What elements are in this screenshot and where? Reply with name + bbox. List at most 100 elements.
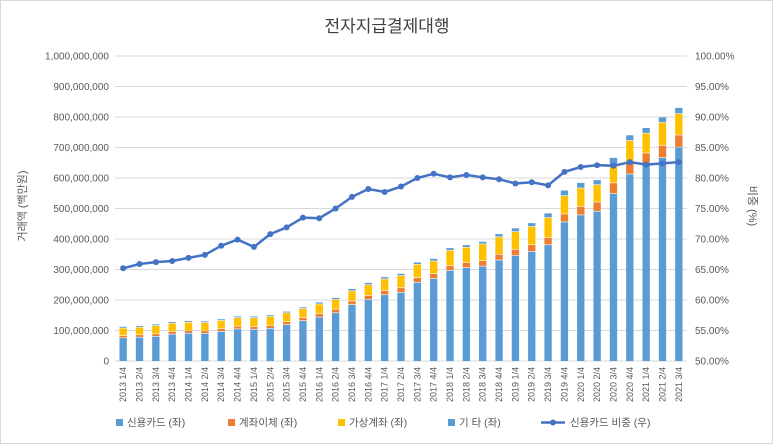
bar-4	[609, 157, 618, 166]
right-axis-tick-label: 80.00%	[695, 174, 729, 185]
bar-1	[560, 222, 569, 361]
bar-3	[544, 217, 552, 238]
bar-2	[675, 135, 683, 147]
line-marker	[626, 159, 633, 166]
line-marker	[643, 161, 650, 168]
bar-2	[184, 330, 193, 333]
bar-1	[135, 337, 144, 361]
bar-1	[626, 174, 634, 361]
bar-3	[528, 226, 536, 245]
x-axis-tick-label: 2021 1/4	[641, 367, 651, 402]
x-axis-tick-label: 2020 3/4	[608, 367, 618, 402]
bar-3	[397, 275, 405, 288]
x-axis-tick-label: 2016 4/4	[363, 367, 373, 402]
bar-2	[609, 183, 618, 194]
bar-1	[528, 251, 536, 361]
bar-1	[430, 278, 438, 361]
left-axis-tick-label: 100,000,000	[53, 326, 109, 337]
bar-3	[430, 261, 438, 274]
bar-2	[593, 202, 601, 211]
bar-1	[495, 260, 503, 361]
bar-3	[282, 313, 291, 322]
line-marker	[398, 183, 404, 190]
bar-1	[544, 245, 552, 361]
left-axis-tick-label: 300,000,000	[53, 265, 109, 276]
bar-4	[544, 213, 552, 218]
bar-4	[217, 319, 225, 321]
bar-4	[397, 273, 405, 276]
line-marker	[234, 236, 241, 243]
line-marker	[381, 189, 388, 196]
bar-4	[511, 228, 520, 232]
legend-label: 신용카드 비중 (우)	[570, 417, 650, 429]
right-axis-tick-label: 95.00%	[695, 82, 729, 93]
bar-4	[626, 135, 634, 141]
bar-2	[299, 317, 307, 321]
bar-1	[119, 338, 127, 361]
bar-2	[577, 206, 585, 215]
bar-2	[446, 265, 454, 271]
bar-4	[462, 245, 471, 247]
right-axis-tick-label: 100.00%	[695, 52, 735, 63]
bar-2	[626, 163, 634, 174]
right-axis-tick-label: 60.00%	[695, 296, 729, 307]
bar-1	[282, 325, 291, 361]
bar-4	[528, 223, 536, 227]
bar-4	[201, 321, 209, 323]
bar-3	[413, 264, 422, 278]
left-axis-tick-label: 400,000,000	[53, 235, 109, 246]
x-axis-tick-label: 2018 3/4	[478, 367, 488, 402]
legend-swatch	[448, 419, 455, 426]
line-marker	[365, 185, 372, 192]
bar-1	[184, 333, 193, 361]
line-marker	[414, 175, 421, 181]
line-marker	[152, 259, 159, 266]
x-axis-tick-label: 2016 3/4	[347, 367, 357, 402]
bar-3	[626, 140, 634, 164]
bar-3	[348, 291, 356, 301]
bar-3	[152, 325, 160, 334]
left-axis-title: 거래액 (백만원)	[16, 170, 29, 241]
bar-1	[217, 331, 225, 361]
line-marker	[659, 160, 666, 167]
bar-2	[528, 245, 536, 252]
x-axis-tick-label: 2014 4/4	[233, 367, 243, 402]
bar-1	[168, 334, 176, 361]
line-marker	[610, 162, 617, 169]
bar-3	[495, 237, 503, 254]
bar-4	[348, 289, 356, 291]
bar-2	[201, 331, 209, 334]
right-axis-tick-label: 75.00%	[695, 204, 729, 215]
x-axis-tick-label: 2014 3/4	[216, 367, 226, 402]
x-axis-tick-label: 2017 2/4	[396, 367, 406, 402]
bar-4	[282, 311, 291, 313]
line-marker	[561, 168, 568, 175]
gridlines	[115, 55, 687, 362]
bar-3	[217, 320, 225, 329]
x-axis-tick-label: 2015 4/4	[298, 367, 308, 402]
x-axis-tick-label: 2018 2/4	[461, 367, 471, 402]
line-marker	[675, 159, 682, 166]
bar-3	[135, 327, 144, 335]
bar-4	[299, 307, 307, 309]
line-marker	[528, 179, 535, 186]
line-marker	[447, 174, 454, 181]
bar-2	[364, 295, 372, 300]
x-axis-tick-label: 2021 3/4	[674, 367, 684, 402]
bar-1	[233, 329, 242, 361]
bar-1	[152, 336, 160, 361]
left-axis-tick-label: 500,000,000	[53, 204, 109, 215]
bar-1	[397, 292, 405, 361]
x-axis-ticks: 2013 1/4 2013 2/4 2013 3/4 2013 4/4 2014 1/4…	[118, 367, 684, 402]
line-marker	[267, 231, 274, 238]
x-axis-tick-label: 2020 1/4	[576, 367, 586, 402]
bar-1	[642, 163, 650, 361]
bar-4	[495, 234, 503, 237]
x-axis-tick-label: 2019 3/4	[543, 367, 553, 402]
bar-4	[642, 127, 650, 133]
x-axis-tick-label: 2019 2/4	[527, 367, 537, 402]
bar-4	[315, 302, 323, 304]
bar-1	[479, 266, 487, 361]
x-axis-tick-label: 2016 1/4	[314, 367, 324, 402]
bar-2	[282, 321, 291, 325]
